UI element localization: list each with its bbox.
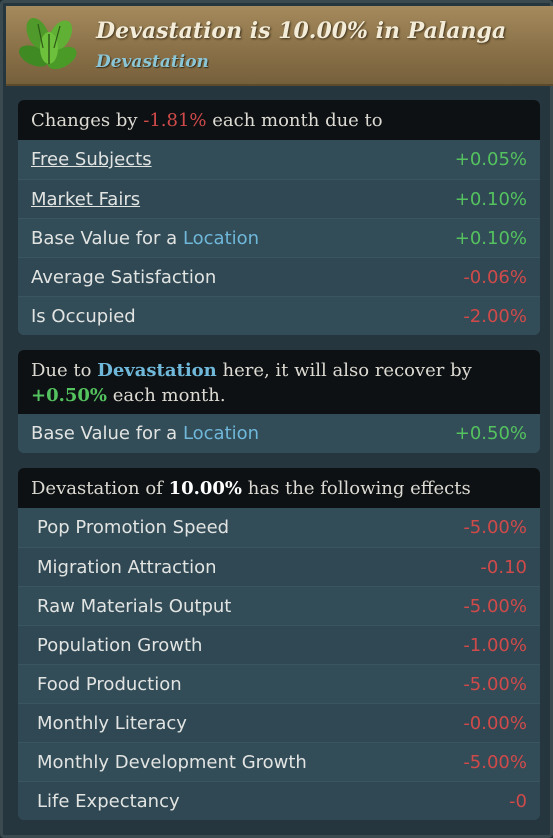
modifier-link-market-fairs[interactable]: Market Fairs <box>31 188 141 210</box>
effects-suffix: has the following effects <box>242 477 471 499</box>
effect-value: -5.00% <box>463 673 527 695</box>
average-satisfaction-link[interactable]: Average Satisfaction <box>31 266 217 288</box>
changes-heading: Changes by -1.81% each month due to <box>18 100 540 140</box>
changes-box: Changes by -1.81% each month due to Free… <box>18 100 540 335</box>
effect-label: Life Expectancy <box>37 790 180 812</box>
tooltip-subtitle[interactable]: Devastation <box>96 52 209 72</box>
modifier-label: Is Occupied <box>31 305 136 327</box>
effect-value: -0.00% <box>463 712 527 734</box>
effect-value: -5.00% <box>463 595 527 617</box>
effect-label: Raw Materials Output <box>37 595 232 617</box>
effect-row-monthly-development-growth: Monthly Development Growth -5.00% <box>18 742 540 781</box>
recovery-box: Due to Devastation here, it will also re… <box>18 350 540 453</box>
effect-label: Monthly Development Growth <box>37 751 307 773</box>
modifier-value: +0.05% <box>454 149 527 170</box>
modifier-row-base-value: Base Value for a Location +0.10% <box>18 218 540 257</box>
modifier-value: +0.10% <box>454 188 527 210</box>
modifier-row-is-occupied: Is Occupied -2.00% <box>18 296 540 335</box>
recovery-middle: here, it will also recover by <box>216 360 472 381</box>
effect-label: Pop Promotion Speed <box>37 517 230 538</box>
modifier-value: -2.00% <box>463 305 527 327</box>
effect-value: -5.00% <box>463 751 527 773</box>
effect-label: Food Production <box>37 673 182 695</box>
effects-heading: Devastation of 10.00% has the following … <box>18 468 540 508</box>
effect-value: -5.00% <box>463 517 527 538</box>
recovery-suffix: each month. <box>107 385 226 406</box>
effect-label: Migration Attraction <box>37 556 217 578</box>
changes-suffix: each month due to <box>206 109 383 131</box>
recovery-heading: Due to Devastation here, it will also re… <box>18 350 540 414</box>
effect-row-migration-attraction: Migration Attraction -0.10 <box>18 547 540 586</box>
modifier-value: +0.10% <box>454 227 527 249</box>
modifier-label: Base Value for a Location <box>31 423 259 444</box>
effect-row-population-growth: Population Growth -1.00% <box>18 625 540 664</box>
effect-row-raw-materials-output: Raw Materials Output -5.00% <box>18 586 540 625</box>
modifier-row-average-satisfaction: Average Satisfaction -0.06% <box>18 257 540 296</box>
location-link[interactable]: Location <box>182 423 260 444</box>
effect-row-life-expectancy: Life Expectancy -0 <box>18 781 540 820</box>
recovery-amount: +0.50% <box>31 385 108 406</box>
recovery-row-base-value: Base Value for a Location +0.50% <box>18 414 540 453</box>
effect-row-pop-promotion-speed: Pop Promotion Speed -5.00% <box>18 508 540 547</box>
tooltip-title: Devastation is 10.00% in Palanga <box>96 18 507 44</box>
changes-prefix: Changes by <box>31 109 144 131</box>
modifier-link-free-subjects[interactable]: Free Subjects <box>31 149 152 170</box>
effects-box: Devastation of 10.00% has the following … <box>18 468 540 820</box>
effect-label: Monthly Literacy <box>37 712 187 734</box>
changes-amount: -1.81% <box>143 109 207 131</box>
effect-row-monthly-literacy: Monthly Literacy -0.00% <box>18 703 540 742</box>
effect-value: -0.10 <box>480 556 527 578</box>
modifier-label-prefix: Base Value for a <box>31 423 183 444</box>
effects-amount: 10.00% <box>168 477 243 499</box>
devastation-link[interactable]: Devastation <box>97 360 217 381</box>
effect-value: -0 <box>509 790 527 812</box>
modifier-label-prefix: Base Value for a <box>31 227 183 249</box>
effect-row-food-production: Food Production -5.00% <box>18 664 540 703</box>
modifier-label: Base Value for a Location <box>31 228 259 249</box>
modifier-value: +0.50% <box>454 423 527 444</box>
effect-label: Population Growth <box>37 634 203 656</box>
location-link[interactable]: Location <box>182 227 260 249</box>
effect-value: -1.00% <box>463 634 527 656</box>
modifier-row-free-subjects: Free Subjects +0.05% <box>18 140 540 179</box>
tooltip-header: Devastation is 10.00% in Palanga Devasta… <box>6 6 553 86</box>
modifier-value: -0.06% <box>463 266 527 288</box>
leaves-icon <box>19 18 77 70</box>
modifier-row-market-fairs: Market Fairs +0.10% <box>18 179 540 218</box>
recovery-prefix: Due to <box>31 360 98 381</box>
effects-prefix: Devastation of <box>31 477 169 499</box>
